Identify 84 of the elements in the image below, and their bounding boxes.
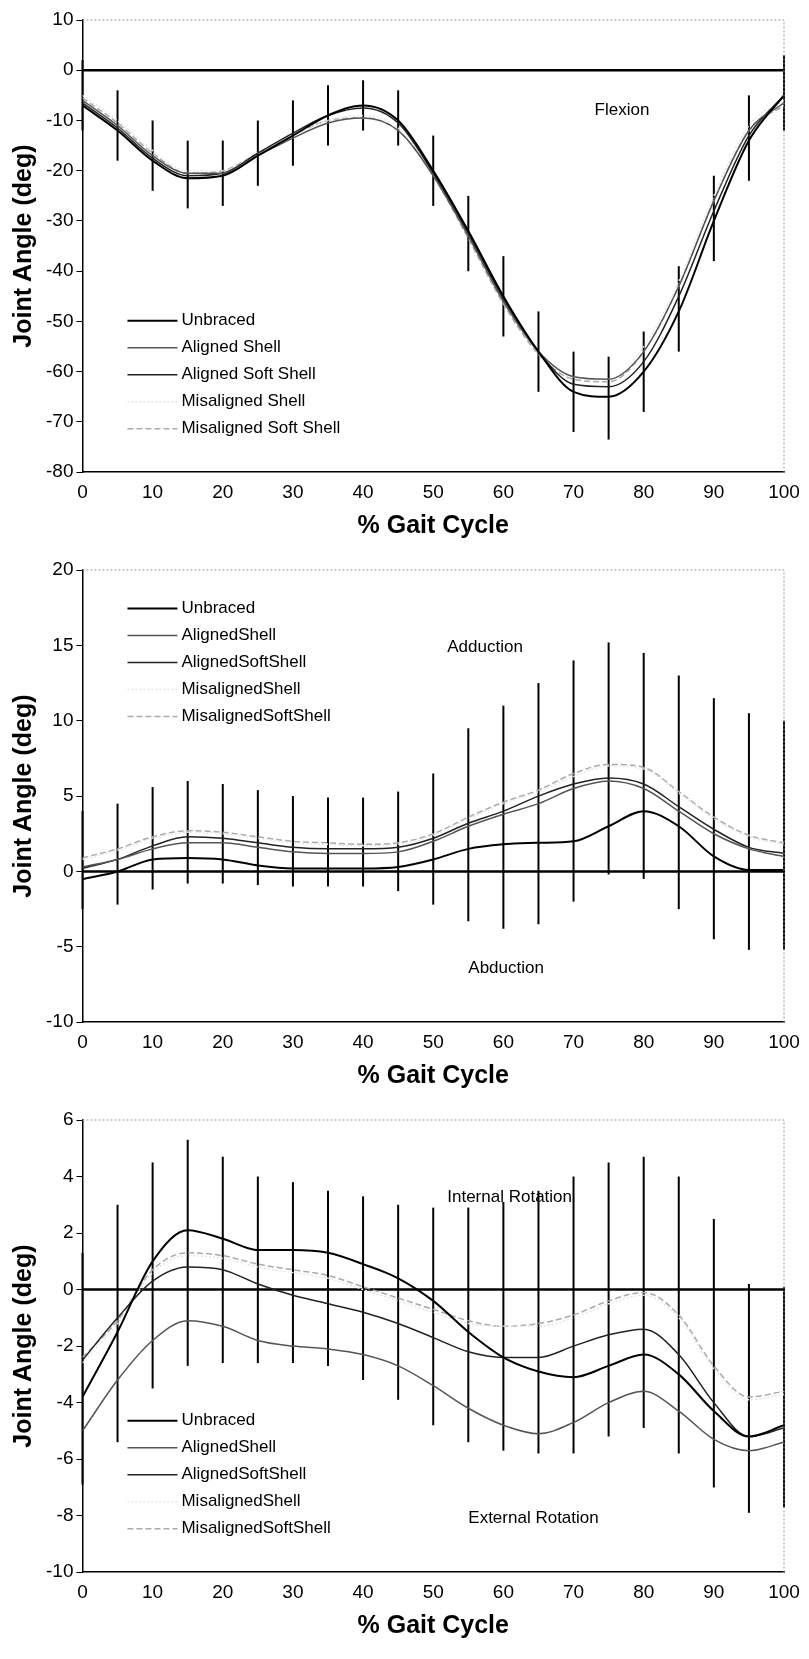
x-tick-label: 80	[633, 1580, 655, 1602]
y-axis-title: Joint Angle (deg)	[7, 694, 36, 898]
x-axis-title: % Gait Cycle	[357, 1609, 510, 1638]
legend-label: AlignedShell	[181, 1437, 276, 1457]
y-tick-label: -10	[45, 1560, 74, 1582]
y-tick-label: 0	[62, 859, 74, 881]
y-tick-label: 2	[62, 1221, 74, 1243]
legend-label: MisalignedShell	[181, 679, 301, 699]
annotation: External Rotation	[468, 1507, 599, 1527]
x-tick-label: 90	[703, 480, 725, 502]
y-tick-label: -4	[56, 1390, 74, 1412]
y-tick-label: 10	[52, 8, 74, 30]
x-axis-title: % Gait Cycle	[357, 509, 510, 538]
legend-label: Aligned Soft Shell	[181, 364, 316, 384]
x-tick-label: 70	[562, 480, 585, 502]
y-tick-label: -10	[45, 108, 74, 130]
y-tick-label: 6	[62, 1108, 74, 1130]
x-tick-label: 30	[282, 1580, 304, 1602]
y-tick-label: 15	[52, 633, 74, 655]
x-tick-label: 30	[282, 480, 304, 502]
x-tick-label: 0	[77, 1030, 88, 1052]
x-tick-label: 70	[562, 1030, 585, 1052]
legend-label: AlignedSoftShell	[181, 1464, 307, 1484]
y-tick-label: -50	[45, 309, 74, 331]
legend-label: Aligned Shell	[181, 337, 281, 357]
legend-label: MisalignedSoftShell	[181, 1518, 331, 1538]
y-tick-label: -10	[45, 1010, 74, 1032]
legend-label: Unbraced	[181, 598, 256, 618]
x-tick-label: 20	[212, 1580, 234, 1602]
legend-label: Misaligned Soft Shell	[181, 418, 341, 438]
x-tick-label: 40	[352, 1030, 374, 1052]
legend-label: MisalignedShell	[181, 1491, 301, 1511]
legend-label: MisalignedSoftShell	[181, 706, 331, 726]
x-tick-label: 90	[703, 1580, 725, 1602]
y-tick-label: 4	[62, 1164, 74, 1186]
x-tick-label: 80	[633, 480, 655, 502]
annotation: Adduction	[447, 636, 523, 656]
x-tick-label: 60	[492, 1030, 514, 1052]
x-tick-label: 100	[768, 1580, 800, 1602]
legend-label: AlignedSoftShell	[181, 652, 307, 672]
x-tick-label: 10	[142, 1030, 164, 1052]
x-tick-label: 50	[422, 1580, 444, 1602]
y-tick-label: -2	[56, 1334, 74, 1356]
x-tick-label: 30	[282, 1030, 304, 1052]
x-axis-title: % Gait Cycle	[357, 1059, 510, 1088]
y-tick-label: -40	[45, 259, 74, 281]
legend-label: Unbraced	[181, 1410, 256, 1430]
x-tick-label: 10	[142, 480, 164, 502]
x-tick-label: 80	[633, 1030, 655, 1052]
x-tick-label: 60	[492, 480, 514, 502]
x-tick-label: 90	[703, 1030, 725, 1052]
x-tick-label: 50	[422, 480, 444, 502]
x-tick-label: 40	[352, 480, 374, 502]
legend-label: AlignedShell	[181, 625, 276, 645]
x-tick-label: 100	[768, 480, 800, 502]
y-tick-label: 0	[62, 58, 74, 80]
y-tick-label: 10	[52, 708, 74, 730]
y-tick-label: -80	[45, 460, 74, 482]
annotation: Abduction	[468, 957, 544, 977]
x-tick-label: 10	[142, 1580, 164, 1602]
annotation: Flexion	[594, 100, 650, 120]
x-tick-label: 50	[422, 1030, 444, 1052]
y-tick-label: -60	[45, 359, 74, 381]
y-tick-label: 5	[62, 784, 74, 806]
legend-label: Misaligned Shell	[181, 391, 306, 411]
x-tick-label: 0	[77, 1580, 88, 1602]
x-tick-label: 70	[562, 1580, 585, 1602]
x-tick-label: 100	[768, 1030, 800, 1052]
x-tick-label: 20	[212, 480, 234, 502]
y-axis-title: Joint Angle (deg)	[7, 144, 36, 348]
y-tick-label: 0	[62, 1277, 74, 1299]
legend-label: Unbraced	[181, 310, 256, 330]
y-tick-label: -6	[56, 1447, 74, 1469]
x-tick-label: 60	[492, 1580, 514, 1602]
y-axis-title: Joint Angle (deg)	[7, 1244, 36, 1448]
y-tick-label: -20	[45, 158, 74, 180]
y-tick-label: -30	[45, 209, 74, 231]
x-tick-label: 0	[77, 480, 88, 502]
x-tick-label: 20	[212, 1030, 234, 1052]
x-tick-label: 40	[352, 1580, 374, 1602]
y-tick-label: -5	[56, 935, 74, 957]
y-tick-label: 20	[52, 558, 74, 580]
y-tick-label: -8	[56, 1503, 74, 1525]
y-tick-label: -70	[45, 410, 74, 432]
